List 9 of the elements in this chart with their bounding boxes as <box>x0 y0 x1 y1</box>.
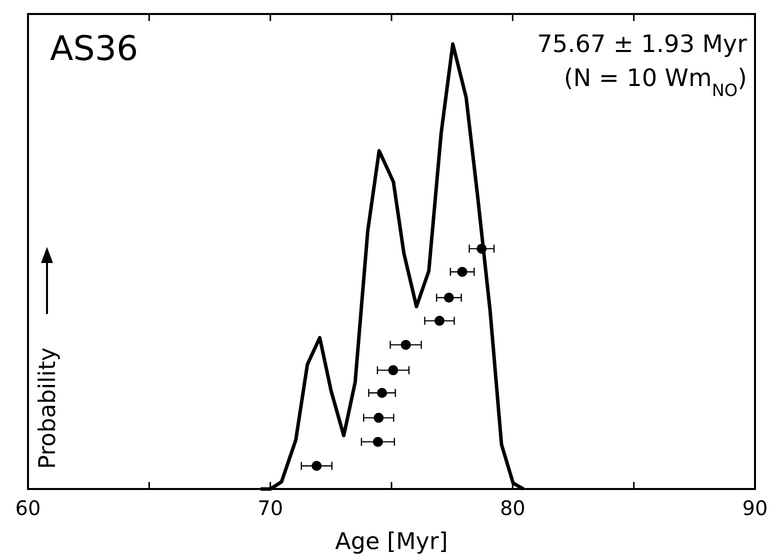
x-axis-title: Age [Myr] <box>335 529 448 555</box>
y-axis-title: Probability <box>35 347 61 469</box>
x-tick-label: 60 <box>15 496 41 520</box>
annotation: 75.67 ± 1.93 Myr <box>537 30 748 58</box>
annotation: (N = 10 Wm$_{NO}$) <box>564 64 747 100</box>
x-tick-label: 70 <box>258 496 284 520</box>
x-tick-label: 80 <box>500 496 526 520</box>
x-tick-label: 90 <box>742 496 768 520</box>
annotation: AS36 <box>50 29 138 69</box>
